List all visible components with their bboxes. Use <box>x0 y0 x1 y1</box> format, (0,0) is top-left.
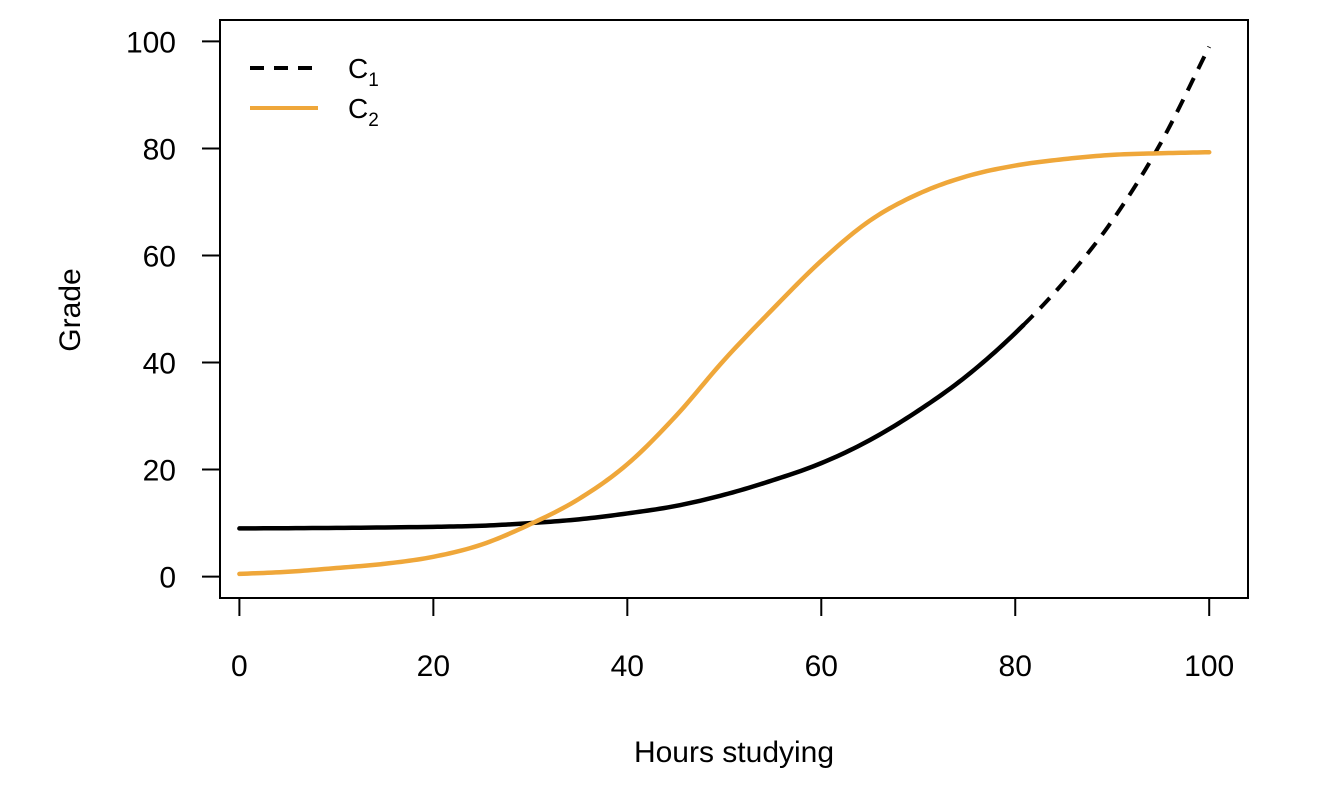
y-tick-label: 0 <box>159 562 176 595</box>
legend-label-c2: C2 <box>348 93 379 131</box>
y-tick-label: 20 <box>143 455 176 488</box>
y-tick-label: 40 <box>143 348 176 381</box>
legend-label-c1: C1 <box>348 53 379 91</box>
y-axis-title: Grade <box>54 268 87 351</box>
x-tick-label: 60 <box>805 650 838 683</box>
x-axis-title: Hours studying <box>634 736 834 769</box>
plot-frame <box>219 19 1249 599</box>
x-tick-label: 80 <box>999 650 1032 683</box>
y-tick-label: 60 <box>143 240 176 273</box>
series-c1-solid-line <box>237 322 1026 531</box>
x-tick-label: 40 <box>611 650 644 683</box>
x-tick-label: 100 <box>1184 650 1234 683</box>
x-axis: 0 20 40 60 80 100 <box>231 597 1234 683</box>
y-tick-label: 80 <box>143 133 176 166</box>
y-tick-label: 100 <box>126 26 176 59</box>
x-tick-label: 20 <box>417 650 450 683</box>
y-axis: 0 20 40 60 80 100 <box>126 26 220 595</box>
series-c1-dashed-line <box>1021 45 1211 327</box>
x-tick-label: 0 <box>231 650 248 683</box>
series-c2-line <box>237 149 1212 577</box>
series-layer <box>237 45 1212 577</box>
